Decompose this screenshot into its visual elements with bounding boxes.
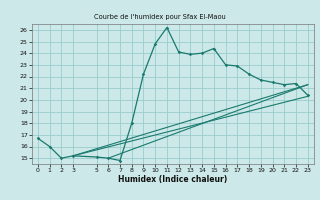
- Text: Courbe de l'humidex pour Sfax El-Maou: Courbe de l'humidex pour Sfax El-Maou: [94, 14, 226, 20]
- X-axis label: Humidex (Indice chaleur): Humidex (Indice chaleur): [118, 175, 228, 184]
